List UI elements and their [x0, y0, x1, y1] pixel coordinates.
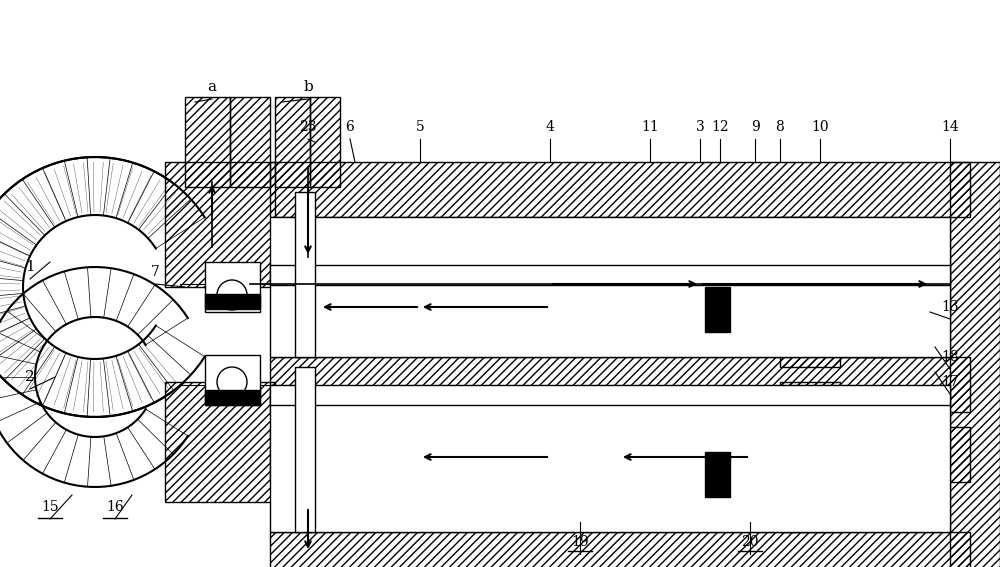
Bar: [725, 452, 730, 497]
Text: b: b: [303, 80, 313, 94]
Bar: [840, 392, 890, 522]
Bar: [295, 192, 315, 357]
Bar: [765, 287, 777, 332]
Bar: [592, 287, 604, 342]
Bar: [580, 447, 592, 502]
Bar: [295, 367, 315, 532]
Bar: [165, 162, 275, 287]
Text: 15: 15: [41, 500, 59, 514]
Bar: [380, 287, 392, 342]
Bar: [392, 447, 404, 502]
Bar: [777, 287, 789, 332]
Bar: [688, 287, 700, 342]
Bar: [742, 452, 754, 497]
Bar: [270, 427, 970, 482]
Bar: [392, 287, 404, 342]
Text: 4: 4: [546, 120, 554, 134]
Text: 8: 8: [776, 120, 784, 134]
Text: 16: 16: [106, 500, 124, 514]
Bar: [840, 227, 890, 357]
Bar: [725, 287, 730, 332]
Text: 9: 9: [751, 120, 759, 134]
Bar: [700, 447, 712, 502]
Text: 19: 19: [571, 535, 589, 549]
Bar: [568, 287, 580, 342]
Text: 11: 11: [641, 120, 659, 134]
Text: 12: 12: [711, 120, 729, 134]
Bar: [705, 287, 725, 332]
Text: 20: 20: [741, 535, 759, 549]
Bar: [780, 382, 840, 532]
Bar: [380, 447, 392, 502]
Text: 13: 13: [941, 300, 959, 314]
Text: 3: 3: [696, 120, 704, 134]
Bar: [270, 357, 970, 412]
Bar: [165, 382, 275, 502]
Bar: [205, 294, 260, 309]
Bar: [270, 385, 950, 405]
Text: 7: 7: [151, 265, 159, 279]
Bar: [592, 447, 604, 502]
Bar: [270, 162, 970, 217]
Bar: [205, 390, 260, 405]
Bar: [270, 392, 950, 532]
Bar: [688, 447, 700, 502]
Bar: [368, 287, 380, 342]
Text: 14: 14: [941, 120, 959, 134]
Bar: [730, 452, 742, 497]
Text: 17: 17: [941, 375, 959, 389]
Bar: [205, 355, 260, 405]
Bar: [270, 217, 950, 357]
Bar: [855, 267, 935, 307]
Circle shape: [217, 280, 247, 310]
Bar: [230, 97, 270, 187]
Bar: [742, 287, 754, 332]
Bar: [712, 287, 724, 342]
Bar: [780, 217, 840, 367]
Bar: [275, 97, 310, 187]
Bar: [438, 287, 450, 342]
Text: 1: 1: [25, 260, 35, 274]
Bar: [950, 162, 1000, 567]
Circle shape: [217, 367, 247, 397]
Text: 18: 18: [941, 350, 959, 364]
Bar: [310, 97, 340, 187]
Bar: [855, 432, 935, 472]
Bar: [580, 287, 592, 342]
Bar: [450, 287, 462, 342]
Bar: [730, 287, 742, 332]
Bar: [205, 262, 260, 312]
Bar: [712, 447, 724, 502]
Text: 6: 6: [346, 120, 354, 134]
Text: 5: 5: [416, 120, 424, 134]
Bar: [855, 472, 935, 522]
Bar: [568, 447, 580, 502]
Text: a: a: [208, 80, 216, 94]
Text: 10: 10: [811, 120, 829, 134]
Text: 23: 23: [299, 120, 317, 134]
Bar: [855, 307, 935, 357]
Bar: [450, 447, 462, 502]
Bar: [765, 452, 777, 497]
Bar: [368, 447, 380, 502]
Bar: [270, 265, 950, 285]
Bar: [462, 287, 474, 342]
Bar: [270, 532, 970, 567]
Text: 2: 2: [25, 370, 35, 384]
Bar: [705, 452, 725, 497]
Bar: [185, 97, 230, 187]
Bar: [462, 447, 474, 502]
Bar: [438, 447, 450, 502]
Bar: [700, 287, 712, 342]
Bar: [777, 452, 789, 497]
